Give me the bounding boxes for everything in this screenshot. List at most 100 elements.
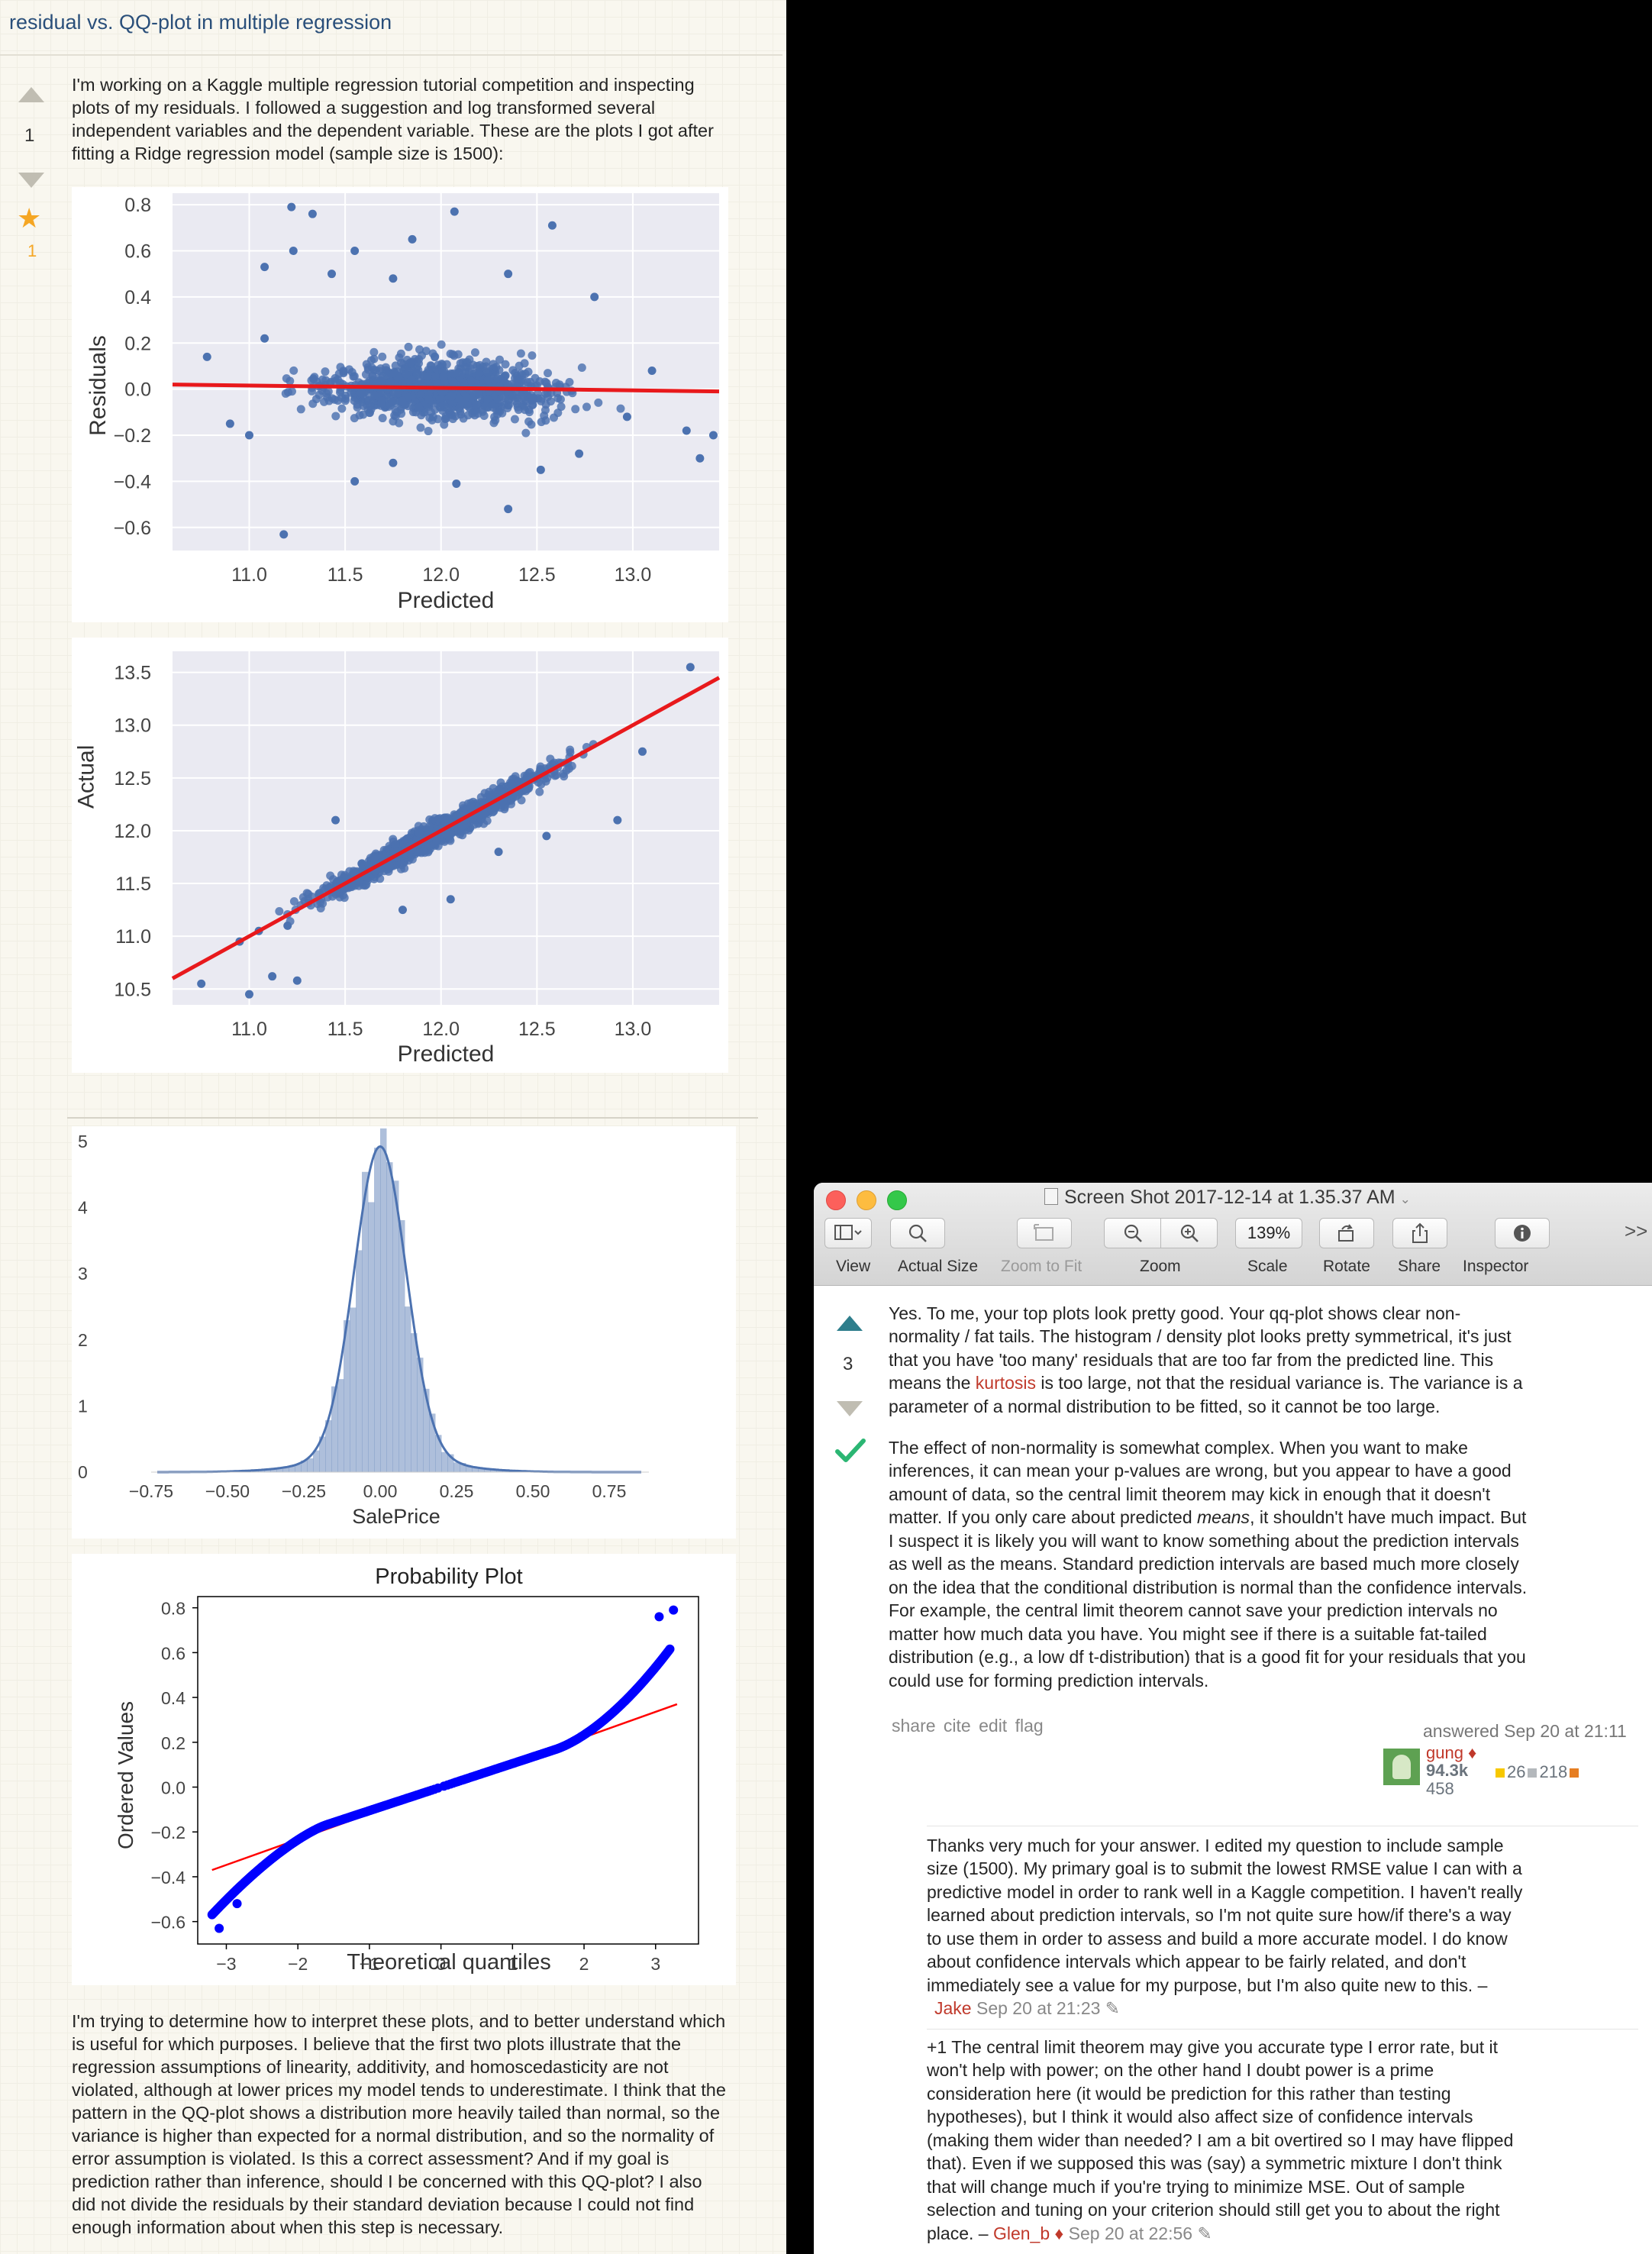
data-point xyxy=(292,976,302,985)
toolbar-label-zoom-to-fit: Zoom to Fit xyxy=(1001,1258,1083,1275)
x-tick-label: 0.25 xyxy=(440,1481,474,1501)
histogram-bar xyxy=(258,1470,265,1472)
y-tick-label: 10.5 xyxy=(114,979,151,1000)
data-point xyxy=(453,350,463,359)
answer-user-link[interactable]: gung ♦ xyxy=(1426,1743,1477,1762)
data-point xyxy=(546,754,555,764)
data-point xyxy=(458,358,467,367)
comment-user-link[interactable]: Jake xyxy=(934,1998,972,2018)
answer-line: distribution (e.g., a low df t-distribut… xyxy=(889,1647,1526,1667)
answer-line: amount of data, so the central limit the… xyxy=(889,1484,1491,1504)
y-tick-label: −0.6 xyxy=(114,518,151,539)
answer-downvote-arrow-icon[interactable] xyxy=(837,1401,863,1416)
x-tick-label: 1 xyxy=(508,1954,518,1974)
data-point xyxy=(540,405,550,415)
x-tick-label: −0.50 xyxy=(205,1481,250,1501)
data-point xyxy=(482,357,491,367)
data-point xyxy=(435,402,444,412)
histogram-bar xyxy=(392,1180,399,1472)
rotate-button[interactable] xyxy=(1319,1218,1374,1248)
data-point xyxy=(415,345,424,354)
share-button[interactable] xyxy=(1392,1218,1447,1248)
question-title[interactable]: residual vs. QQ-plot in multiple regress… xyxy=(9,11,392,34)
data-point xyxy=(432,837,441,846)
data-point xyxy=(669,1605,679,1615)
answer-emphasis: means xyxy=(1197,1507,1250,1527)
y-tick-label: 0.2 xyxy=(161,1733,186,1753)
inspector-button[interactable] xyxy=(1495,1218,1550,1248)
question-outro-line: regression assumptions of linearity, add… xyxy=(72,2057,669,2077)
data-point xyxy=(391,406,400,415)
close-window-button[interactable] xyxy=(826,1190,846,1210)
data-point xyxy=(492,363,501,372)
comment-user-link[interactable]: Glen_b ♦ xyxy=(992,2223,1064,2243)
data-point xyxy=(565,377,574,386)
favorite-star-icon[interactable]: ★ xyxy=(17,202,42,234)
toolbar-overflow-button[interactable]: >> xyxy=(1625,1219,1648,1242)
data-point xyxy=(419,847,428,856)
zoom-to-fit-button[interactable] xyxy=(1017,1218,1072,1248)
data-point xyxy=(337,870,346,880)
y-tick-label: 0 xyxy=(78,1462,88,1482)
histogram-bar xyxy=(398,1220,405,1472)
upvote-arrow-icon[interactable] xyxy=(18,87,44,102)
y-tick-label: 11.0 xyxy=(115,926,151,948)
x-tick-label: 11.0 xyxy=(231,564,267,586)
kurtosis-link[interactable]: kurtosis xyxy=(975,1373,1037,1393)
data-point xyxy=(547,221,557,230)
chevron-down-icon[interactable]: ⌄ xyxy=(1399,1192,1411,1206)
data-point xyxy=(260,334,269,343)
data-point xyxy=(516,349,525,358)
data-point xyxy=(287,387,296,396)
minimize-window-button[interactable] xyxy=(857,1190,876,1210)
view-button[interactable] xyxy=(824,1218,872,1248)
post-menu-links[interactable]: share cite edit flag xyxy=(892,1716,1044,1736)
data-point xyxy=(515,361,524,370)
answer-line: matter how much data you have. You might… xyxy=(889,1624,1487,1644)
data-point xyxy=(517,796,526,805)
histogram-bar xyxy=(362,1171,369,1472)
zoom-window-button[interactable] xyxy=(887,1190,907,1210)
downvote-arrow-icon[interactable] xyxy=(18,173,44,188)
histogram-bar xyxy=(356,1250,363,1472)
x-tick-label: 3 xyxy=(650,1954,660,1974)
histogram-bar xyxy=(368,1202,375,1472)
histogram-bar xyxy=(289,1465,295,1472)
data-point xyxy=(493,410,502,419)
preview-titlebar[interactable]: Screen Shot 2017-12-14 at 1.35.37 AM ⌄ 13… xyxy=(814,1183,1652,1286)
silver-badge-icon xyxy=(1528,1768,1537,1778)
data-point xyxy=(528,351,537,360)
data-point xyxy=(412,370,421,379)
histogram-bar xyxy=(423,1388,430,1472)
toolbar-label-rotate: Rotate xyxy=(1323,1258,1370,1275)
data-point xyxy=(386,378,395,387)
answer-upvote-arrow-icon[interactable] xyxy=(837,1316,863,1331)
question-intro-line: independent variables and the dependent … xyxy=(72,121,714,140)
comment-line: Thanks very much for your answer. I edit… xyxy=(927,1836,1504,1855)
data-point xyxy=(197,979,206,988)
toolbar-label-inspector: Inspector xyxy=(1463,1258,1529,1275)
zoom-in-button[interactable] xyxy=(1160,1218,1218,1248)
x-tick-label: 12.0 xyxy=(422,564,460,586)
scale-field[interactable]: 139% xyxy=(1235,1218,1302,1248)
data-point xyxy=(447,392,456,401)
data-point xyxy=(510,415,519,424)
data-point xyxy=(503,379,512,389)
zoom-out-button[interactable] xyxy=(1104,1218,1161,1248)
data-point xyxy=(415,403,424,412)
comment-timestamp[interactable]: Sep 20 at 21:23 ✎ xyxy=(976,1998,1121,2018)
answer-line: Yes. To me, your top plots look pretty g… xyxy=(889,1303,1461,1323)
user-avatar[interactable] xyxy=(1383,1749,1420,1785)
data-point xyxy=(571,405,580,414)
data-point xyxy=(566,745,575,754)
data-point xyxy=(489,418,499,428)
data-point xyxy=(454,404,463,413)
comment-timestamp[interactable]: Sep 20 at 22:56 ✎ xyxy=(1063,2223,1212,2243)
actual-size-button[interactable] xyxy=(890,1218,945,1248)
data-point xyxy=(536,465,545,474)
x-tick-label: −3 xyxy=(216,1954,236,1974)
data-point xyxy=(535,377,544,386)
data-point xyxy=(327,270,337,279)
data-point xyxy=(575,449,584,458)
histogram-bar xyxy=(282,1468,289,1472)
